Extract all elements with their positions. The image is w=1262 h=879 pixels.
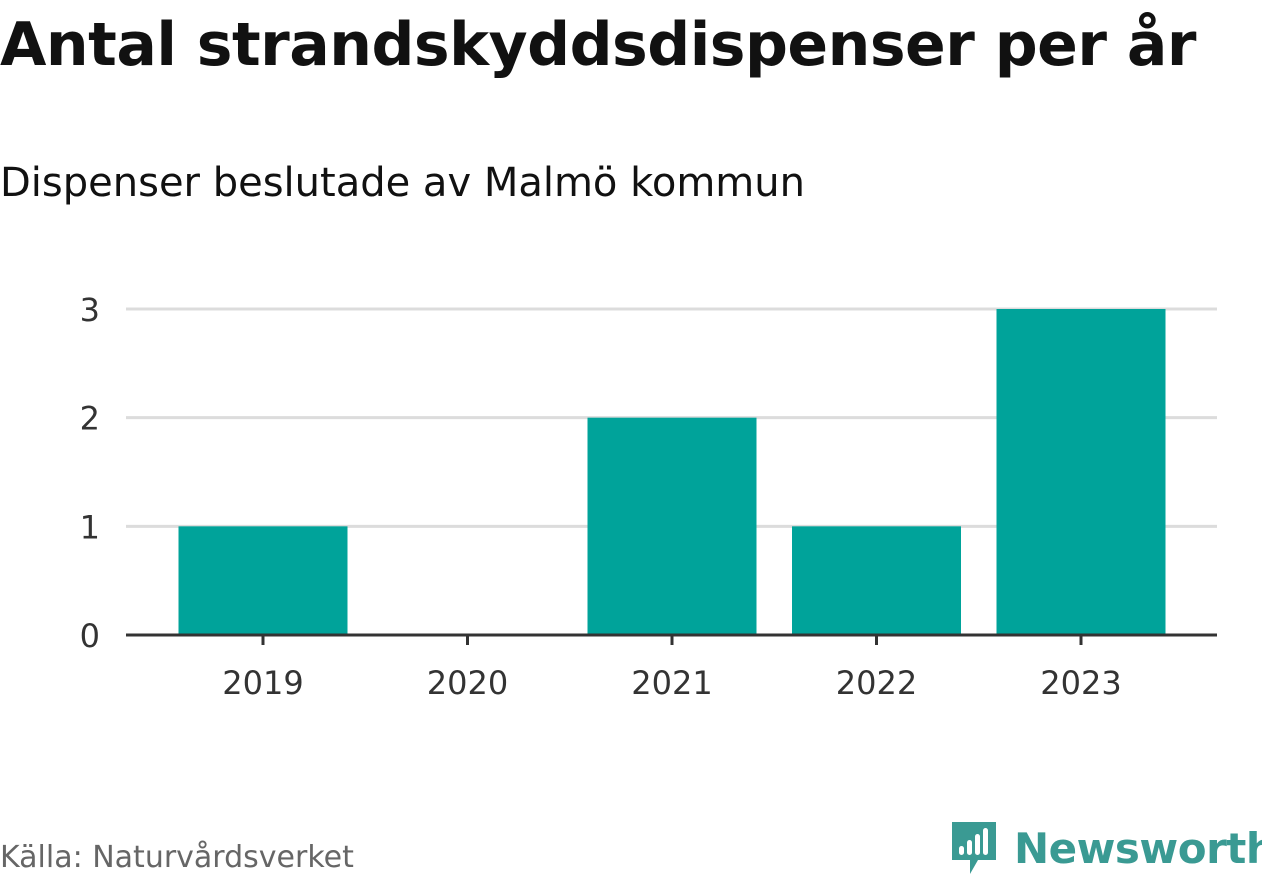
source-label: Källa: Naturvårdsverket bbox=[0, 840, 354, 875]
bar-2022 bbox=[792, 526, 961, 635]
x-tick-label: 2023 bbox=[1040, 664, 1121, 702]
bar-2021 bbox=[587, 417, 757, 635]
x-tick-label: 2019 bbox=[222, 664, 303, 702]
newsworthy-logo-icon bbox=[952, 822, 996, 874]
bar-2023 bbox=[996, 309, 1166, 635]
bars bbox=[178, 309, 1166, 635]
x-tick-label: 2022 bbox=[836, 664, 917, 702]
axes: 0 1 2 3 2019 2020 2021 2022 2023 bbox=[80, 291, 1217, 702]
chart-title: Antal strandskyddsdispenser per år bbox=[0, 10, 1196, 80]
x-tick-label: 2020 bbox=[427, 664, 508, 702]
brand-name: Newsworthy bbox=[1014, 823, 1262, 873]
x-tick-label: 2021 bbox=[631, 664, 712, 702]
y-tick-label: 1 bbox=[80, 508, 100, 546]
y-tick-label: 2 bbox=[80, 400, 100, 438]
brand: Newsworthy bbox=[948, 818, 1262, 878]
y-tick-label: 0 bbox=[80, 617, 100, 655]
chart-subtitle: Dispenser beslutade av Malmö kommun bbox=[0, 160, 805, 206]
bar-2019 bbox=[178, 526, 348, 635]
y-tick-label: 3 bbox=[80, 291, 100, 329]
